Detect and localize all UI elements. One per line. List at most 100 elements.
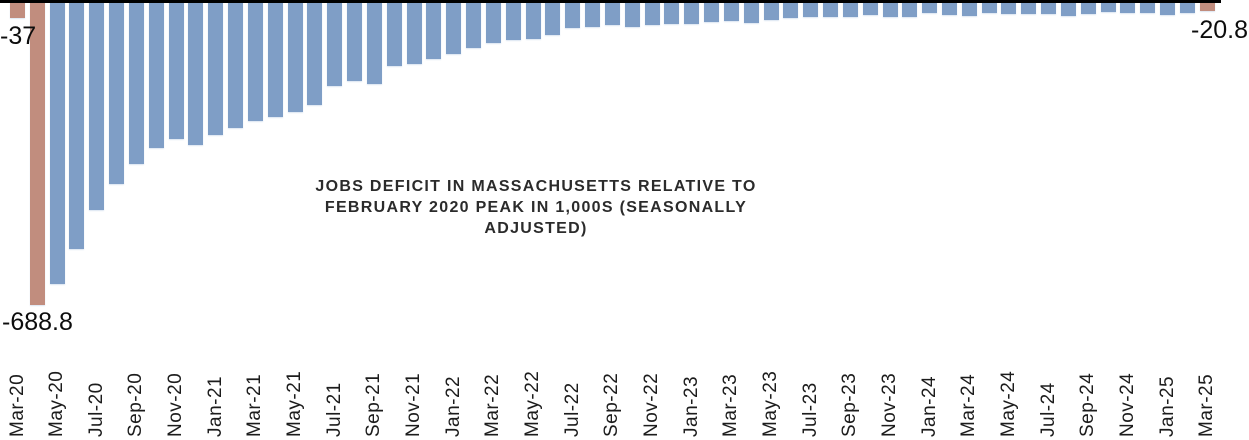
bar-Jun-22 xyxy=(545,2,560,35)
bar-Sep-23 xyxy=(843,2,858,17)
bar-Nov-21 xyxy=(407,2,422,64)
bar-Nov-20 xyxy=(169,2,184,139)
bar-May-24 xyxy=(1001,2,1016,14)
bar-Oct-22 xyxy=(625,2,640,27)
x-tick-Nov-21: Nov-21 xyxy=(403,372,424,437)
bar-Sep-22 xyxy=(605,2,620,25)
bar-Feb-23 xyxy=(704,2,719,22)
bar-Mar-25 xyxy=(1200,2,1215,11)
bar-May-23 xyxy=(764,2,779,20)
bar-Jun-24 xyxy=(1021,2,1036,14)
bar-Mar-20 xyxy=(10,2,25,18)
x-tick-Jul-21: Jul-21 xyxy=(324,382,345,437)
zero-axis-line xyxy=(0,0,1221,3)
bar-Nov-22 xyxy=(645,2,660,25)
x-tick-Sep-21: Sep-21 xyxy=(363,372,384,437)
bar-Aug-23 xyxy=(823,2,838,17)
x-tick-Jul-24: Jul-24 xyxy=(1038,382,1059,437)
bar-May-20 xyxy=(50,2,65,284)
bar-Jan-23 xyxy=(684,2,699,24)
chart-title-line2: FEBRUARY 2020 PEAK IN 1,000S (SEASONALLY… xyxy=(324,199,748,237)
bar-Dec-22 xyxy=(664,2,679,24)
bar-Jul-21 xyxy=(327,2,342,86)
x-tick-Jan-25: Jan-25 xyxy=(1157,375,1178,437)
x-tick-Sep-20: Sep-20 xyxy=(125,372,146,437)
bar-Mar-24 xyxy=(962,2,977,16)
data-label-mar-25: -20.8 xyxy=(1191,16,1248,44)
x-tick-Mar-24: Mar-24 xyxy=(958,373,979,437)
x-tick-Mar-21: Mar-21 xyxy=(244,373,265,437)
bar-Oct-20 xyxy=(149,2,164,148)
bar-Apr-22 xyxy=(506,2,521,40)
bar-Aug-22 xyxy=(585,2,600,27)
bar-Jun-21 xyxy=(307,2,322,105)
x-tick-Jan-22: Jan-22 xyxy=(443,375,464,437)
data-label-apr-20: -688.8 xyxy=(2,308,73,336)
x-tick-Nov-22: Nov-22 xyxy=(641,372,662,437)
x-tick-Jan-21: Jan-21 xyxy=(205,375,226,437)
bar-Jan-25 xyxy=(1160,2,1175,15)
bar-May-21 xyxy=(288,2,303,112)
bar-Dec-20 xyxy=(188,2,203,145)
x-tick-Jan-23: Jan-23 xyxy=(681,375,702,437)
x-tick-Sep-24: Sep-24 xyxy=(1077,372,1098,437)
bar-Feb-22 xyxy=(466,2,481,48)
x-tick-May-23: May-23 xyxy=(760,370,781,437)
x-tick-Jul-23: Jul-23 xyxy=(800,382,821,437)
bar-Dec-24 xyxy=(1140,2,1155,13)
x-tick-Mar-22: Mar-22 xyxy=(482,373,503,437)
x-tick-Mar-25: Mar-25 xyxy=(1196,373,1217,437)
bar-Aug-20 xyxy=(109,2,124,184)
bar-Aug-24 xyxy=(1061,2,1076,16)
bar-Dec-23 xyxy=(902,2,917,17)
bar-Apr-23 xyxy=(744,2,759,23)
chart-title-line1: JOBS DEFICIT IN MASSACHUSETTS RELATIVE T… xyxy=(315,178,757,195)
bar-Mar-21 xyxy=(248,2,263,121)
bar-Jul-24 xyxy=(1041,2,1056,14)
bar-Jul-22 xyxy=(565,2,580,28)
bar-Feb-25 xyxy=(1180,2,1195,13)
x-tick-May-21: May-21 xyxy=(284,370,305,437)
bar-Sep-24 xyxy=(1081,2,1096,14)
bar-Jan-22 xyxy=(446,2,461,54)
bar-Oct-21 xyxy=(387,2,402,66)
x-tick-Nov-24: Nov-24 xyxy=(1117,372,1138,437)
bar-Nov-23 xyxy=(883,2,898,17)
bar-Apr-21 xyxy=(268,2,283,117)
bar-Oct-23 xyxy=(863,2,878,15)
x-tick-Nov-20: Nov-20 xyxy=(165,372,186,437)
bar-Oct-24 xyxy=(1101,2,1116,12)
bar-Jul-20 xyxy=(89,2,104,210)
bar-Aug-21 xyxy=(347,2,362,81)
bar-Sep-20 xyxy=(129,2,144,164)
chart-title: JOBS DEFICIT IN MASSACHUSETTS RELATIVE T… xyxy=(276,176,796,239)
bar-Jun-23 xyxy=(783,2,798,18)
bar-Jun-20 xyxy=(69,2,84,249)
bar-Mar-22 xyxy=(486,2,501,43)
data-label-mar-20: -37 xyxy=(0,22,37,50)
bar-Nov-24 xyxy=(1120,2,1135,13)
x-tick-May-20: May-20 xyxy=(46,370,67,437)
bar-May-22 xyxy=(526,2,541,39)
bar-Jul-23 xyxy=(803,2,818,17)
x-tick-Mar-23: Mar-23 xyxy=(720,373,741,437)
bar-Dec-21 xyxy=(426,2,441,59)
bar-Mar-23 xyxy=(724,2,739,21)
bar-Jan-21 xyxy=(208,2,223,135)
x-tick-Sep-22: Sep-22 xyxy=(601,372,622,437)
bar-Apr-20 xyxy=(30,2,45,305)
x-tick-Jan-24: Jan-24 xyxy=(919,375,940,437)
x-tick-May-22: May-22 xyxy=(522,370,543,437)
bar-Sep-21 xyxy=(367,2,382,84)
x-tick-May-24: May-24 xyxy=(998,370,1019,437)
bar-Feb-21 xyxy=(228,2,243,128)
x-tick-Jul-20: Jul-20 xyxy=(86,382,107,437)
bar-Jan-24 xyxy=(922,2,937,13)
x-tick-Jul-22: Jul-22 xyxy=(562,382,583,437)
x-tick-Nov-23: Nov-23 xyxy=(879,372,900,437)
bar-Feb-24 xyxy=(942,2,957,15)
bar-Apr-24 xyxy=(982,2,997,13)
